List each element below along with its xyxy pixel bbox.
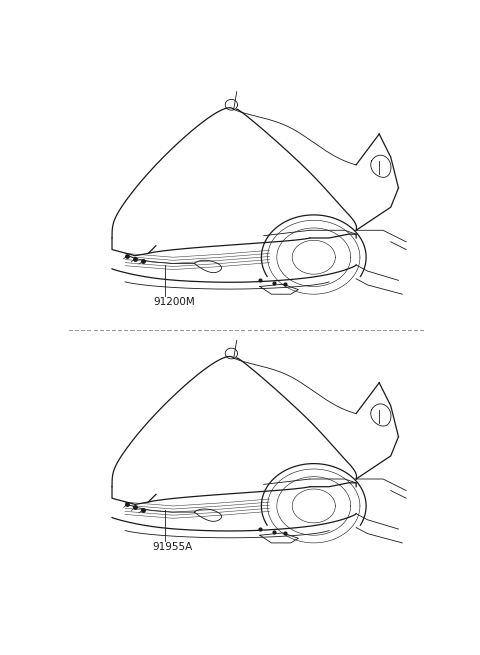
Text: 91955A: 91955A [152,542,192,552]
Text: 91200M: 91200M [154,297,195,307]
